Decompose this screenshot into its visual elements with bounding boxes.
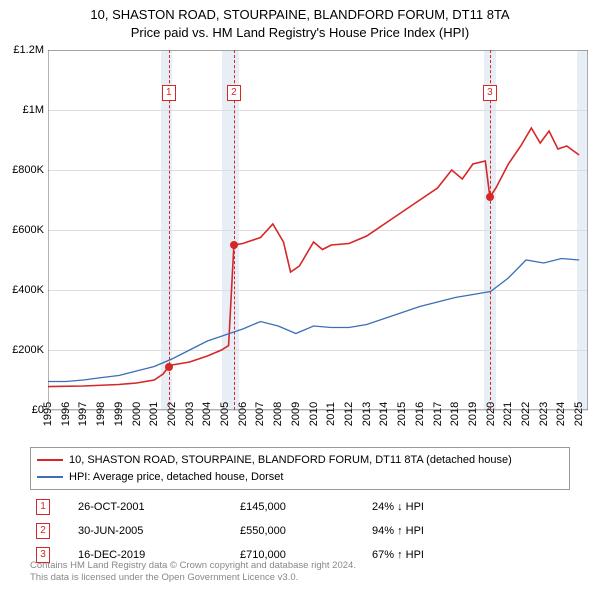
y-gridline [48, 170, 588, 171]
legend-item: 10, SHASTON ROAD, STOURPAINE, BLANDFORD … [37, 452, 563, 469]
attribution-line-2: This data is licensed under the Open Gov… [30, 572, 570, 584]
event-num-box: 2 [36, 523, 50, 539]
x-tick-label: 2007 [254, 402, 266, 426]
events-table: 1 26-OCT-2001£145,00024% ↓ HPI 2 30-JUN-200… [30, 494, 570, 568]
chart-container: 10, SHASTON ROAD, STOURPAINE, BLANDFORD … [0, 0, 600, 590]
y-tick-label: £1.2M [13, 44, 44, 56]
x-tick-label: 2016 [414, 402, 426, 426]
y-tick-label: £800K [12, 164, 44, 176]
x-tick-label: 2006 [237, 402, 249, 426]
event-vline [490, 50, 491, 410]
x-tick-label: 2017 [432, 402, 444, 426]
x-tick-label: 2000 [131, 402, 143, 426]
legend-swatch [37, 459, 63, 461]
x-tick-label: 2023 [538, 402, 550, 426]
x-tick-label: 1998 [95, 402, 107, 426]
attribution-text: Contains HM Land Registry data © Crown c… [30, 560, 570, 585]
x-tick-label: 2021 [502, 402, 514, 426]
event-marker-box: 1 [162, 85, 176, 101]
x-tick-label: 1996 [60, 402, 72, 426]
event-row: 2 30-JUN-2005£550,00094% ↑ HPI [32, 520, 568, 542]
x-tick-label: 2025 [573, 402, 585, 426]
legend-label: HPI: Average price, detached house, Dors… [69, 469, 283, 486]
event-price: £145,000 [236, 496, 366, 518]
x-tick-label: 2024 [555, 402, 567, 426]
y-tick-label: £400K [12, 284, 44, 296]
event-dot [486, 193, 494, 201]
x-tick-label: 2010 [308, 402, 320, 426]
attribution-line-1: Contains HM Land Registry data © Crown c… [30, 560, 570, 572]
legend-item: HPI: Average price, detached house, Dors… [37, 469, 563, 486]
legend-box: 10, SHASTON ROAD, STOURPAINE, BLANDFORD … [30, 447, 570, 490]
event-vline [169, 50, 170, 410]
event-row: 1 26-OCT-2001£145,00024% ↓ HPI [32, 496, 568, 518]
event-dot [165, 363, 173, 371]
y-gridline [48, 50, 588, 51]
event-vline [234, 50, 235, 410]
event-marker-box: 3 [483, 85, 497, 101]
plot-area: £0£200K£400K£600K£800K£1M£1.2M1995199619… [48, 50, 588, 410]
event-date: 30-JUN-2005 [74, 520, 234, 542]
x-tick-label: 1995 [42, 402, 54, 426]
x-tick-label: 2011 [325, 402, 337, 426]
x-tick-label: 1999 [113, 402, 125, 426]
x-tick-label: 2008 [272, 402, 284, 426]
x-tick-label: 2013 [361, 402, 373, 426]
x-tick-label: 2004 [201, 402, 213, 426]
event-marker-box: 2 [227, 85, 241, 101]
title-block: 10, SHASTON ROAD, STOURPAINE, BLANDFORD … [0, 0, 600, 42]
x-tick-label: 2003 [184, 402, 196, 426]
x-tick-label: 2001 [148, 402, 160, 426]
x-tick-label: 2014 [378, 402, 390, 426]
y-tick-label: £200K [12, 344, 44, 356]
x-tick-label: 1997 [77, 402, 89, 426]
x-tick-label: 2019 [467, 402, 479, 426]
x-tick-label: 2002 [166, 402, 178, 426]
x-tick-label: 2009 [290, 402, 302, 426]
title-line-2: Price paid vs. HM Land Registry's House … [0, 24, 600, 42]
y-tick-label: £600K [12, 224, 44, 236]
x-tick-label: 2012 [343, 402, 355, 426]
series-line [48, 259, 579, 382]
event-delta: 94% ↑ HPI [368, 520, 568, 542]
event-num-box: 1 [36, 499, 50, 515]
series-line [48, 128, 579, 387]
event-price: £550,000 [236, 520, 366, 542]
event-delta: 24% ↓ HPI [368, 496, 568, 518]
title-line-1: 10, SHASTON ROAD, STOURPAINE, BLANDFORD … [0, 6, 600, 24]
x-tick-label: 2022 [520, 402, 532, 426]
event-date: 26-OCT-2001 [74, 496, 234, 518]
y-gridline [48, 110, 588, 111]
y-tick-label: £1M [23, 104, 44, 116]
y-gridline [48, 350, 588, 351]
y-gridline [48, 290, 588, 291]
x-tick-label: 2005 [219, 402, 231, 426]
event-dot [230, 241, 238, 249]
legend-label: 10, SHASTON ROAD, STOURPAINE, BLANDFORD … [69, 452, 512, 469]
x-tick-label: 2015 [396, 402, 408, 426]
y-gridline [48, 230, 588, 231]
x-tick-label: 2018 [449, 402, 461, 426]
legend-swatch [37, 476, 63, 478]
